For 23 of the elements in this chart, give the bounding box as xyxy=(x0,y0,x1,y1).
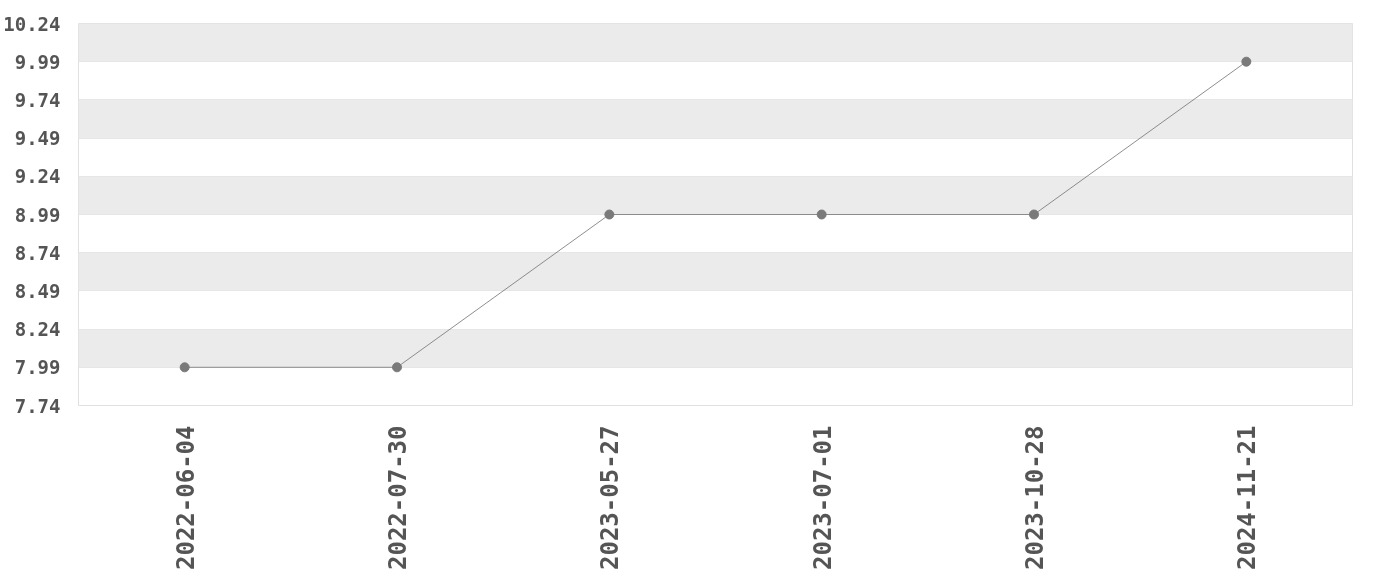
point xyxy=(392,362,402,373)
y-tick-label: 7.74 xyxy=(14,394,61,417)
point xyxy=(1241,56,1252,67)
x-tick-label: 2022-06-04 xyxy=(171,425,200,570)
y-tick-label: 8.74 xyxy=(14,241,61,264)
point xyxy=(816,209,827,220)
point xyxy=(1029,209,1039,220)
y-tick-label: 9.99 xyxy=(14,50,61,73)
x-tick-label: 2023-10-28 xyxy=(1021,425,1049,570)
x-tick-label: 2023-05-27 xyxy=(596,425,625,570)
x-tick-label: 2022-07-30 xyxy=(384,425,412,570)
point xyxy=(179,362,190,373)
y-tick-label: 8.49 xyxy=(14,279,61,302)
y-tick-label: 8.99 xyxy=(14,203,61,226)
x-tick-label: 2024-11-21 xyxy=(1233,425,1262,570)
y-tick-label: 10.24 xyxy=(3,12,61,35)
point xyxy=(604,209,615,220)
y-tick-label: 8.24 xyxy=(14,318,61,341)
y-tick-label: 9.49 xyxy=(14,127,61,150)
y-tick-label: 9.24 xyxy=(14,165,61,188)
y-tick-label: 9.74 xyxy=(14,88,61,111)
y-tick-label: 7.99 xyxy=(14,356,61,379)
x-tick-label: 2023-07-01 xyxy=(808,425,837,570)
